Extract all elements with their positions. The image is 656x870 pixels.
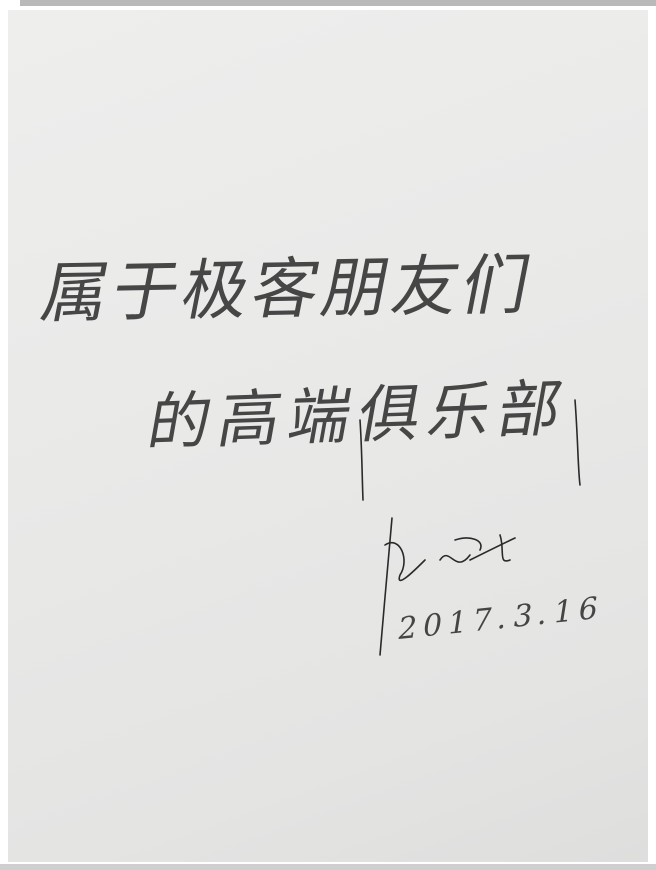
border [20,0,656,6]
paper [8,10,648,862]
border [0,864,656,870]
